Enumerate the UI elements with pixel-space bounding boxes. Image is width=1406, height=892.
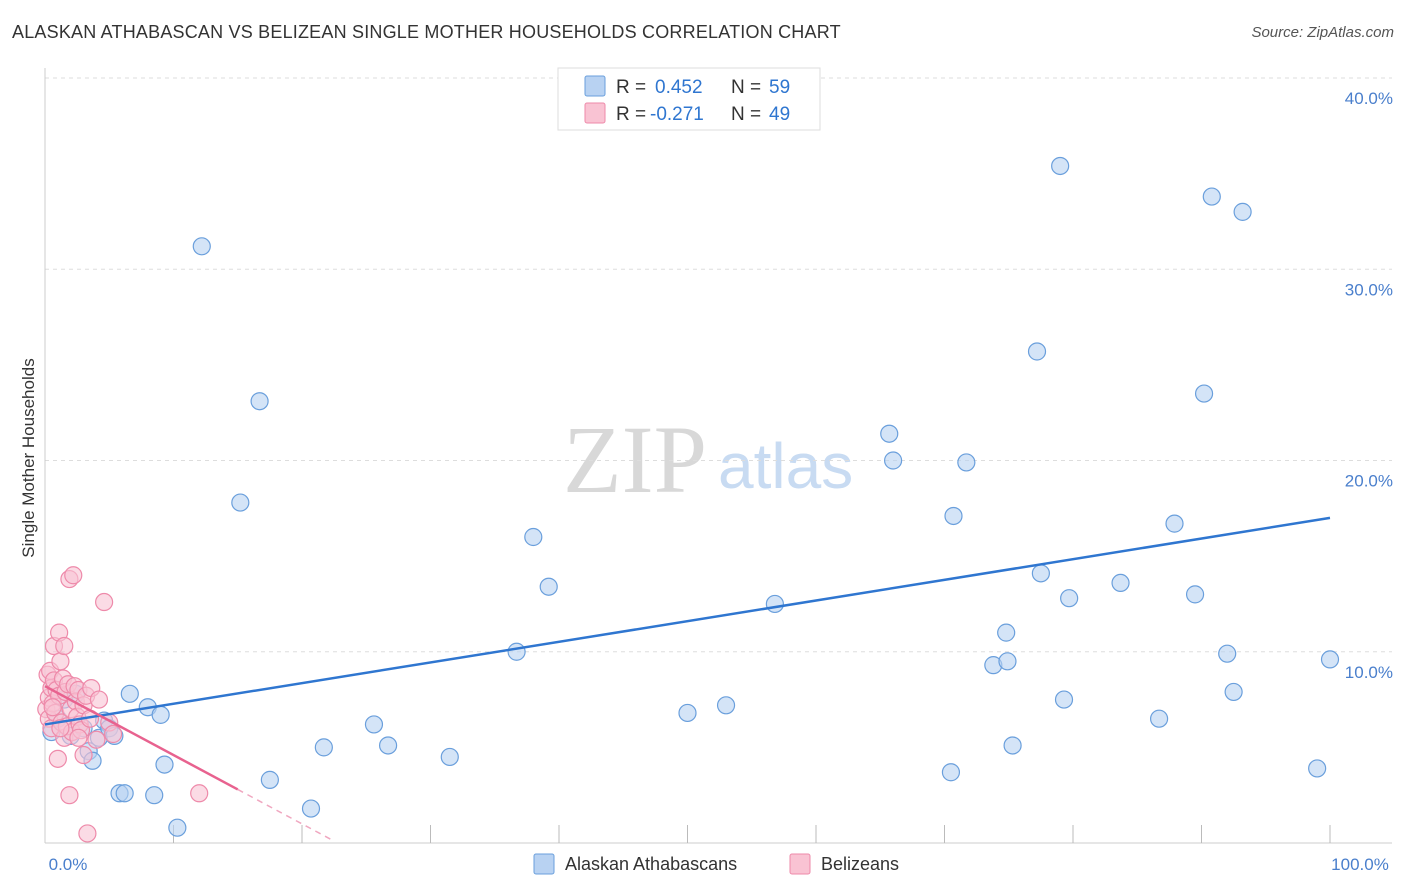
belizean-point-44 [104,724,123,744]
athabascan-point-37 [941,763,961,782]
stats-row-2-n-value: 49 [769,104,790,125]
legend-swatch-belizeans [789,853,811,875]
grid-layer [45,77,1392,653]
athabascan-point-16 [145,786,164,805]
legend-swatch-alaskan-athabascans [533,853,555,875]
y-tick-label-0: 10.0% [1345,663,1393,682]
trend-layer [44,516,1331,842]
athabascan-point-32 [678,703,697,723]
athabascan-point-18 [155,755,174,774]
athabascan-point-20 [192,237,211,256]
athabascan-point-35 [880,424,899,443]
belizean-point-24 [60,786,79,805]
belizean-point-40 [87,730,106,749]
belizean-point-27 [64,566,83,585]
athabascan-point-45 [1031,564,1050,583]
belizean-point-37 [78,824,97,843]
stats-row-1-n-value: 59 [769,77,790,98]
athabascan-point-52 [1185,585,1205,604]
athabascan-point-55 [1218,644,1237,663]
x-tick-label-min: 0.0% [49,855,88,874]
stats-row-2-n-label: N = [731,104,761,125]
y-tick-label-1: 20.0% [1345,472,1393,491]
athabascan-point-47 [1054,690,1074,709]
y-tick-label-2: 30.0% [1345,280,1393,299]
athabascan-point-30 [524,527,543,547]
athabascan-point-14 [120,684,139,703]
belizean-trend-line-extension [237,788,335,842]
athabascan-point-13 [115,784,134,803]
athabascan-point-50 [1149,709,1169,728]
belizean-point-48 [69,728,88,747]
stats-legend: R = 0.452 N = 59 R = -0.271 N = 49 [557,67,821,131]
athabascan-point-21 [231,493,250,512]
athabascan-point-34 [765,594,784,614]
athabascan-point-17 [151,705,170,724]
stats-row-1-r-value: 0.452 [655,77,703,98]
athabascan-point-44 [1027,342,1047,361]
stats-legend-swatch-pink [584,102,606,124]
belizean-point-35 [74,745,93,765]
belizean-point-15 [51,652,70,671]
belizean-point-41 [89,690,109,709]
watermark-atlas: atlas [718,430,853,502]
y-axis-label: Single Mother Households [19,358,38,557]
athabascan-point-49 [1111,573,1130,593]
belizean-point-12 [48,749,67,768]
athabascan-point-24 [301,799,321,818]
athabascan-point-28 [440,747,459,767]
x-tick-label-max: 100.0% [1331,855,1389,874]
athabascan-point-42 [998,652,1017,671]
athabascan-point-48 [1060,589,1079,608]
athabascan-point-22 [250,392,269,411]
athabascan-point-41 [997,623,1016,642]
athabascan-point-54 [1202,187,1221,206]
stats-row-2-r-value: -0.271 [650,104,704,125]
belizean-point-19 [55,636,74,656]
chart-source: Source: ZipAtlas.com [1251,24,1394,41]
athabascan-point-46 [1051,156,1070,176]
athabascan-trend-line [44,516,1331,726]
series-legend: Alaskan Athabascans Belizeans [533,853,899,875]
athabascan-point-33 [716,696,736,715]
stats-row-1-n-label: N = [731,77,761,98]
athabascan-point-38 [944,506,963,526]
belizean-point-42 [95,592,114,612]
belizean-point-45 [190,784,209,803]
alaskan-athabascan-points [42,156,1340,837]
belizean-point-46 [43,698,62,717]
athabascan-point-58 [1308,759,1327,778]
watermark-zip: ZIP [563,406,707,513]
stats-row-1-r-label: R = [616,77,646,98]
legend-label-alaskan-athabascans: Alaskan Athabascans [565,854,737,874]
athabascan-point-57 [1233,202,1252,221]
athabascan-point-19 [168,818,187,837]
belizean-trend-line [44,685,239,791]
legend-label-belizeans: Belizeans [821,854,899,874]
athabascan-point-29 [507,642,526,661]
belizean-point-47 [51,719,70,738]
athabascan-point-51 [1165,514,1184,533]
athabascan-point-53 [1194,384,1214,403]
athabascan-point-25 [314,738,333,757]
athabascan-point-26 [364,715,384,734]
y-tick-label-3: 40.0% [1345,89,1393,108]
chart-title: ALASKAN ATHABASCAN VS BELIZEAN SINGLE MO… [12,22,841,42]
athabascan-point-23 [260,770,279,789]
athabascan-point-59 [1320,650,1340,669]
athabascan-point-31 [539,577,558,596]
athabascan-point-39 [957,453,976,472]
athabascan-point-36 [883,451,903,470]
athabascan-point-43 [1003,736,1022,755]
athabascan-point-56 [1224,682,1243,702]
athabascan-point-27 [378,736,398,755]
stats-legend-swatch-blue [584,75,606,97]
stats-row-2-r-label: R = [616,104,646,125]
